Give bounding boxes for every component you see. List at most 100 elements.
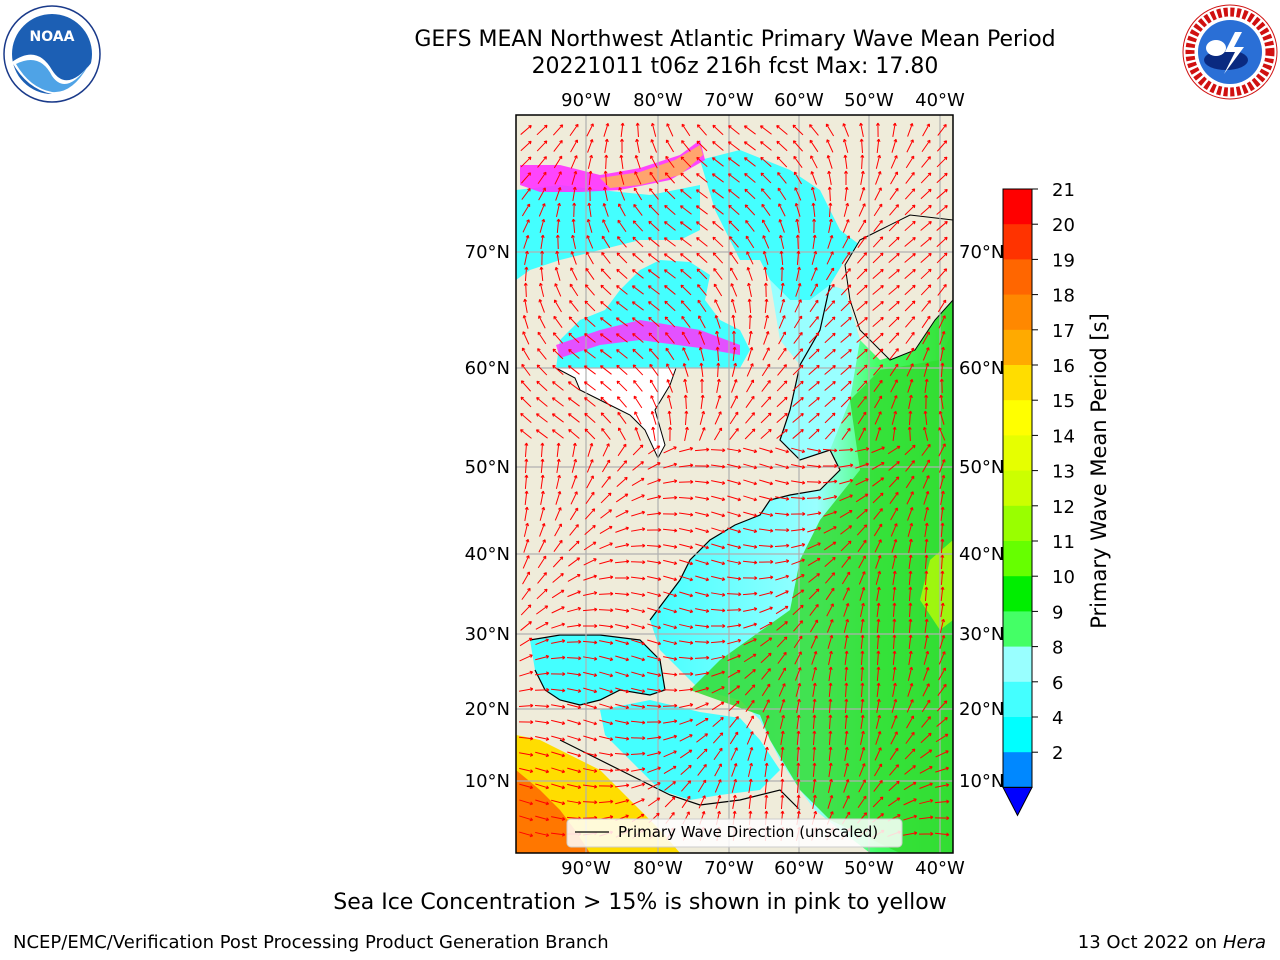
wave-arrow [714, 299, 722, 313]
wave-arrow [711, 592, 726, 597]
wave-arrow [678, 463, 694, 468]
wave-arrow [602, 443, 610, 457]
wave-arrow [921, 315, 931, 329]
wave-arrow [524, 266, 529, 282]
wave-arrow [697, 284, 707, 296]
wave-arrow [710, 624, 726, 629]
wave-arrow [842, 123, 850, 137]
wave-arrow [841, 251, 851, 265]
wave-arrow [777, 347, 787, 361]
wave-arrow [860, 682, 865, 698]
colorbar-tick-label: 18 [1052, 286, 1075, 307]
wave-arrow [744, 428, 756, 440]
wave-arrow [664, 221, 676, 231]
wave-arrow [776, 140, 788, 152]
wave-arrow [860, 634, 865, 650]
wave-arrow [662, 495, 678, 500]
wave-arrow [714, 314, 721, 329]
wave-arrow [939, 618, 945, 633]
wave-arrow [939, 378, 944, 394]
wave-arrow [615, 333, 628, 343]
wave-arrow [540, 234, 545, 249]
wave-arrow [604, 154, 609, 170]
wave-arrow [602, 219, 610, 233]
wave-arrow [921, 699, 931, 713]
wave-arrow [523, 522, 530, 537]
wave-arrow [743, 622, 758, 629]
wave-arrow [778, 331, 787, 345]
wave-arrow [903, 814, 918, 821]
wave-arrow [679, 718, 693, 725]
wave-arrow [519, 815, 534, 822]
wave-arrow [775, 590, 789, 598]
wave-arrow [841, 556, 851, 568]
wave-arrow [648, 220, 660, 232]
wave-arrow [888, 316, 900, 328]
wave-arrow [631, 623, 646, 630]
wave-arrow [906, 715, 915, 729]
wave-arrow [827, 234, 834, 249]
wave-arrow [681, 780, 692, 792]
wave-arrow [745, 220, 755, 232]
wave-arrow [839, 478, 854, 485]
wave-arrow [919, 798, 934, 805]
wave-arrow [844, 650, 849, 666]
wave-arrow [776, 621, 788, 631]
wave-arrow [890, 507, 899, 521]
wave-arrow [812, 794, 817, 809]
wave-arrow [904, 188, 916, 200]
wave-arrow [680, 189, 692, 199]
wave-arrow [550, 832, 566, 837]
wave-arrow [811, 250, 818, 265]
wave-arrow [551, 816, 566, 821]
wave-arrow [728, 700, 740, 712]
wave-arrow [599, 575, 614, 580]
wave-arrow [840, 525, 853, 535]
wave-arrow [822, 448, 838, 453]
wave-arrow [889, 747, 899, 761]
wave-arrow [871, 461, 885, 470]
lat-labels-right: 70°N 60°N 50°N 40°N 30°N 20°N 10°N [959, 242, 1004, 792]
wave-arrow [907, 507, 914, 521]
wave-arrow [729, 716, 739, 728]
wave-arrow [918, 831, 934, 836]
wave-arrow [519, 752, 534, 757]
wave-arrow [727, 463, 742, 469]
wave-arrow [538, 203, 546, 217]
wave-arrow [922, 683, 930, 697]
wave-arrow [616, 396, 627, 408]
wave-arrow [810, 267, 818, 281]
wave-arrow [519, 783, 534, 790]
wave-arrow [905, 331, 915, 344]
wave-arrow [924, 554, 929, 570]
wave-arrow [552, 332, 563, 344]
wave-arrow [905, 731, 915, 744]
wave-arrow [844, 170, 848, 186]
wave-arrow [844, 730, 849, 746]
wave-arrow [745, 699, 755, 712]
wave-arrow [759, 463, 774, 470]
wave-arrow [743, 447, 758, 454]
wave-arrow [857, 411, 867, 425]
wave-arrow [519, 670, 534, 677]
wave-arrow [539, 218, 546, 233]
wave-arrow [603, 170, 608, 186]
wave-arrow [524, 506, 529, 521]
wave-arrow [841, 268, 851, 280]
wave-arrow [650, 122, 657, 137]
wave-arrow [892, 634, 897, 650]
wave-arrow [889, 363, 899, 377]
wave-arrow [617, 219, 627, 233]
wave-arrow [859, 746, 866, 761]
wave-arrow [678, 496, 694, 501]
wave-arrow [792, 604, 804, 616]
wave-arrow [792, 412, 804, 423]
wave-arrow [540, 250, 545, 266]
colorbar-segment [1003, 329, 1032, 366]
wave-arrow [744, 204, 756, 216]
wave-arrow [940, 506, 945, 521]
wave-arrow [839, 494, 853, 502]
wave-arrow [778, 219, 785, 233]
wave-arrow [940, 570, 945, 586]
wave-arrow [714, 427, 723, 441]
